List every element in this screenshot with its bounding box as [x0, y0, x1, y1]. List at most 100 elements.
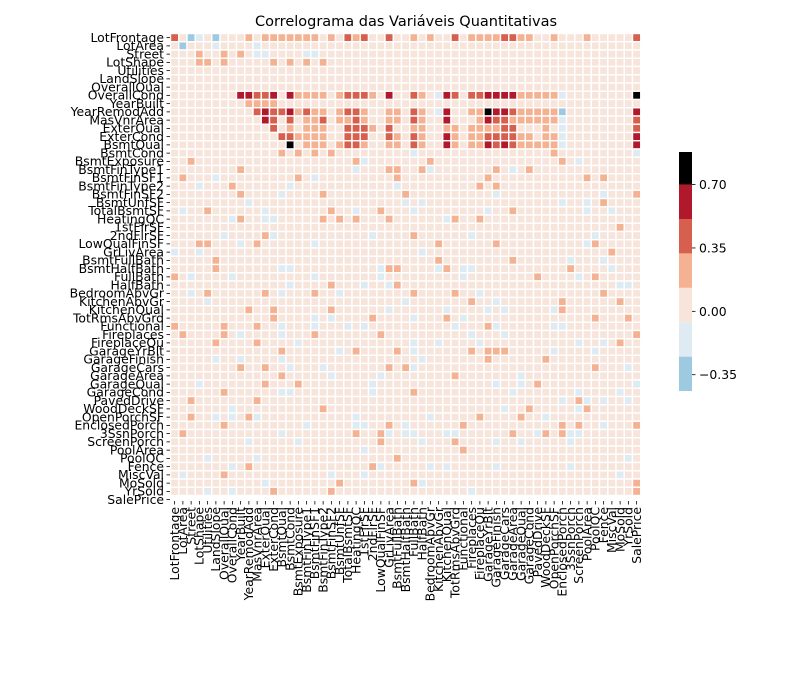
heatmap-cell: [631, 115, 642, 125]
heatmap-cell: [524, 395, 535, 406]
heatmap-cell: [359, 206, 370, 216]
heatmap-cell: [400, 305, 411, 315]
heatmap-cell: [417, 247, 427, 257]
heatmap-cell: [607, 41, 617, 51]
heatmap-cell: [409, 140, 419, 150]
heatmap-cell: [310, 296, 320, 307]
heatmap-cell: [326, 395, 337, 406]
heatmap-cell: [607, 404, 617, 414]
heatmap-cell: [227, 272, 238, 282]
heatmap-cell: [277, 123, 287, 134]
heatmap-cell: [318, 346, 328, 356]
heatmap-cell: [252, 486, 262, 497]
heatmap-cell: [565, 107, 576, 117]
heatmap-cell: [310, 255, 320, 266]
heatmap-cell: [425, 222, 436, 233]
heatmap-cell: [458, 107, 469, 117]
heatmap-cell: [392, 354, 403, 365]
heatmap-cell: [260, 478, 271, 488]
heatmap-cell: [268, 65, 279, 76]
heatmap-cell: [318, 189, 328, 200]
heatmap-cell: [343, 305, 353, 315]
heatmap-cell: [194, 164, 205, 175]
heatmap-cell: [499, 288, 510, 299]
heatmap-cell: [376, 288, 386, 299]
heatmap-cell: [409, 156, 419, 167]
heatmap-cell: [277, 131, 287, 142]
heatmap-cell: [631, 156, 642, 167]
heatmap-cell: [392, 313, 403, 323]
heatmap-cell: [392, 470, 403, 480]
heatmap-cell: [359, 82, 370, 92]
heatmap-cell: [169, 379, 180, 389]
heatmap-cell: [384, 445, 394, 455]
heatmap-cell: [532, 115, 543, 125]
heatmap-cell: [549, 329, 559, 340]
heatmap-cell: [318, 230, 328, 241]
heatmap-cell: [532, 148, 543, 158]
heatmap-cell: [219, 478, 229, 488]
heatmap-cell: [351, 288, 361, 299]
heatmap-cell: [351, 461, 361, 472]
heatmap-cell: [565, 74, 576, 84]
heatmap-cell: [491, 428, 502, 439]
heatmap-cell: [466, 173, 477, 183]
heatmap-cell: [334, 346, 345, 356]
heatmap-cell: [565, 412, 576, 422]
heatmap-cell: [285, 404, 295, 414]
heatmap-cell: [285, 453, 295, 464]
heatmap-cell: [475, 305, 485, 315]
heatmap-cell: [483, 57, 493, 68]
heatmap-cell: [301, 206, 312, 216]
heatmap-cell: [565, 362, 576, 373]
heatmap-cell: [532, 404, 543, 414]
heatmap-cell: [466, 387, 477, 398]
heatmap-cell: [260, 404, 271, 414]
heatmap-cell: [326, 338, 337, 348]
heatmap-cell: [351, 197, 361, 208]
heatmap-cell: [211, 445, 221, 455]
heatmap-cell: [219, 420, 229, 431]
heatmap-cell: [400, 428, 411, 439]
heatmap-cell: [442, 230, 452, 241]
heatmap-cell: [582, 470, 592, 480]
heatmap-cell: [169, 404, 180, 414]
heatmap-cell: [268, 148, 279, 158]
heatmap-cell: [450, 296, 460, 307]
heatmap-cell: [227, 313, 238, 323]
heatmap-cell: [491, 362, 502, 373]
heatmap-cell: [227, 239, 238, 249]
heatmap-cell: [326, 247, 337, 257]
heatmap-cell: [425, 412, 436, 422]
heatmap-cell: [268, 222, 279, 233]
heatmap-cell: [376, 404, 386, 414]
heatmap-cell: [285, 379, 295, 389]
heatmap-cell: [318, 453, 328, 464]
heatmap-cell: [541, 230, 551, 241]
heatmap-cell: [351, 214, 361, 224]
heatmap-cell: [631, 164, 642, 175]
heatmap-cell: [532, 338, 543, 348]
heatmap-cell: [367, 437, 378, 447]
heatmap-cell: [252, 82, 262, 92]
heatmap-cell: [466, 41, 477, 51]
heatmap-cell: [508, 428, 518, 439]
heatmap-cell: [615, 437, 625, 447]
heatmap-cell: [285, 428, 295, 439]
heatmap-cell: [442, 90, 452, 101]
heatmap-cell: [359, 321, 370, 332]
heatmap-cell: [466, 437, 477, 447]
heatmap-cell: [301, 247, 312, 257]
heatmap-cell: [549, 437, 559, 447]
heatmap-cell: [516, 82, 526, 92]
heatmap-cell: [598, 412, 609, 422]
heatmap-cell: [384, 288, 394, 299]
heatmap-cell: [541, 41, 551, 51]
heatmap-cell: [483, 354, 493, 365]
heatmap-cell: [565, 115, 576, 125]
heatmap-cell: [532, 412, 543, 422]
heatmap-cell: [574, 123, 584, 134]
y-tick-label: GarageFinish: [83, 352, 164, 367]
heatmap-cell: [376, 362, 386, 373]
heatmap-cell: [359, 222, 370, 233]
